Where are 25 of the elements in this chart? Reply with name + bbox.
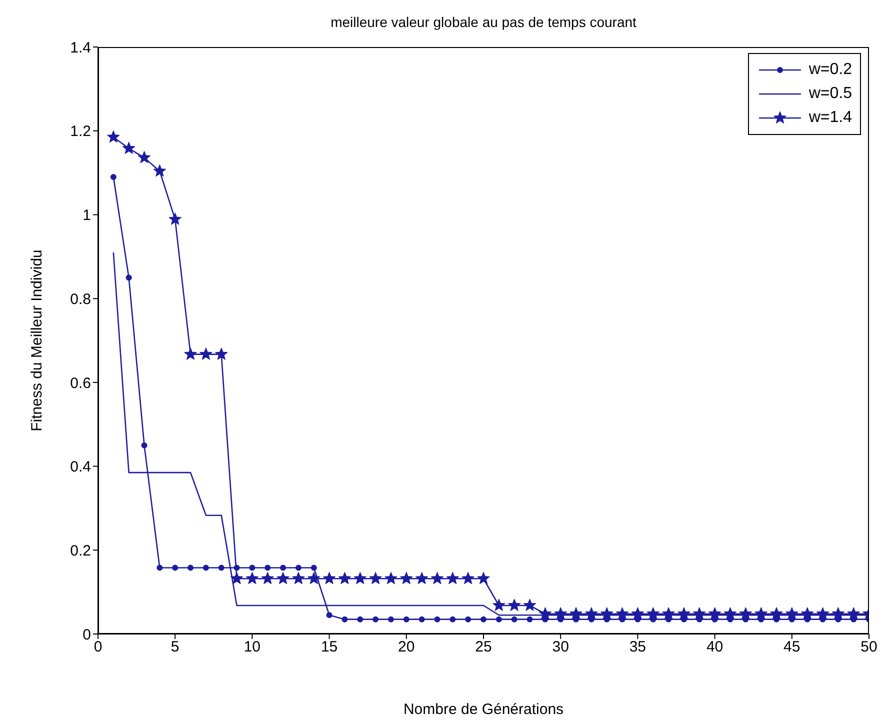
x-tick-label: 20 xyxy=(398,638,415,656)
y-tick-label: 0.8 xyxy=(70,290,91,308)
y-tick-label: 1.4 xyxy=(70,39,91,56)
x-tick-label: 15 xyxy=(320,638,338,656)
y-tick-label: 1.2 xyxy=(70,123,91,140)
x-tick-label: 45 xyxy=(784,638,800,656)
x-tick-label: 30 xyxy=(552,638,569,656)
legend-label: w=0.2 xyxy=(808,61,852,79)
y-tick-label: 0.6 xyxy=(70,374,91,392)
x-tick-label: 25 xyxy=(475,638,492,656)
x-tick-label: 5 xyxy=(170,638,180,656)
x-tick-label: 40 xyxy=(706,638,724,656)
chart-title: meilleure valeur globale au pas de temps courant xyxy=(330,14,638,30)
y-tick-label: 0.2 xyxy=(70,542,91,560)
x-tick-label: 0 xyxy=(94,638,102,656)
legend-label: w=1.4 xyxy=(808,109,852,127)
y-tick-label: 1 xyxy=(82,207,91,224)
y-tick-label: 0 xyxy=(82,626,91,644)
y-axis-title: Fitness du Meilleur Individu xyxy=(28,250,46,432)
x-axis-title: Nombre de Générations xyxy=(403,701,564,718)
y-tick-label: 0.4 xyxy=(70,458,91,476)
x-tick-label: 10 xyxy=(244,638,261,656)
x-tick-label: 50 xyxy=(860,638,878,656)
legend-label: w=0.5 xyxy=(808,85,852,103)
x-tick-label: 35 xyxy=(629,638,646,656)
